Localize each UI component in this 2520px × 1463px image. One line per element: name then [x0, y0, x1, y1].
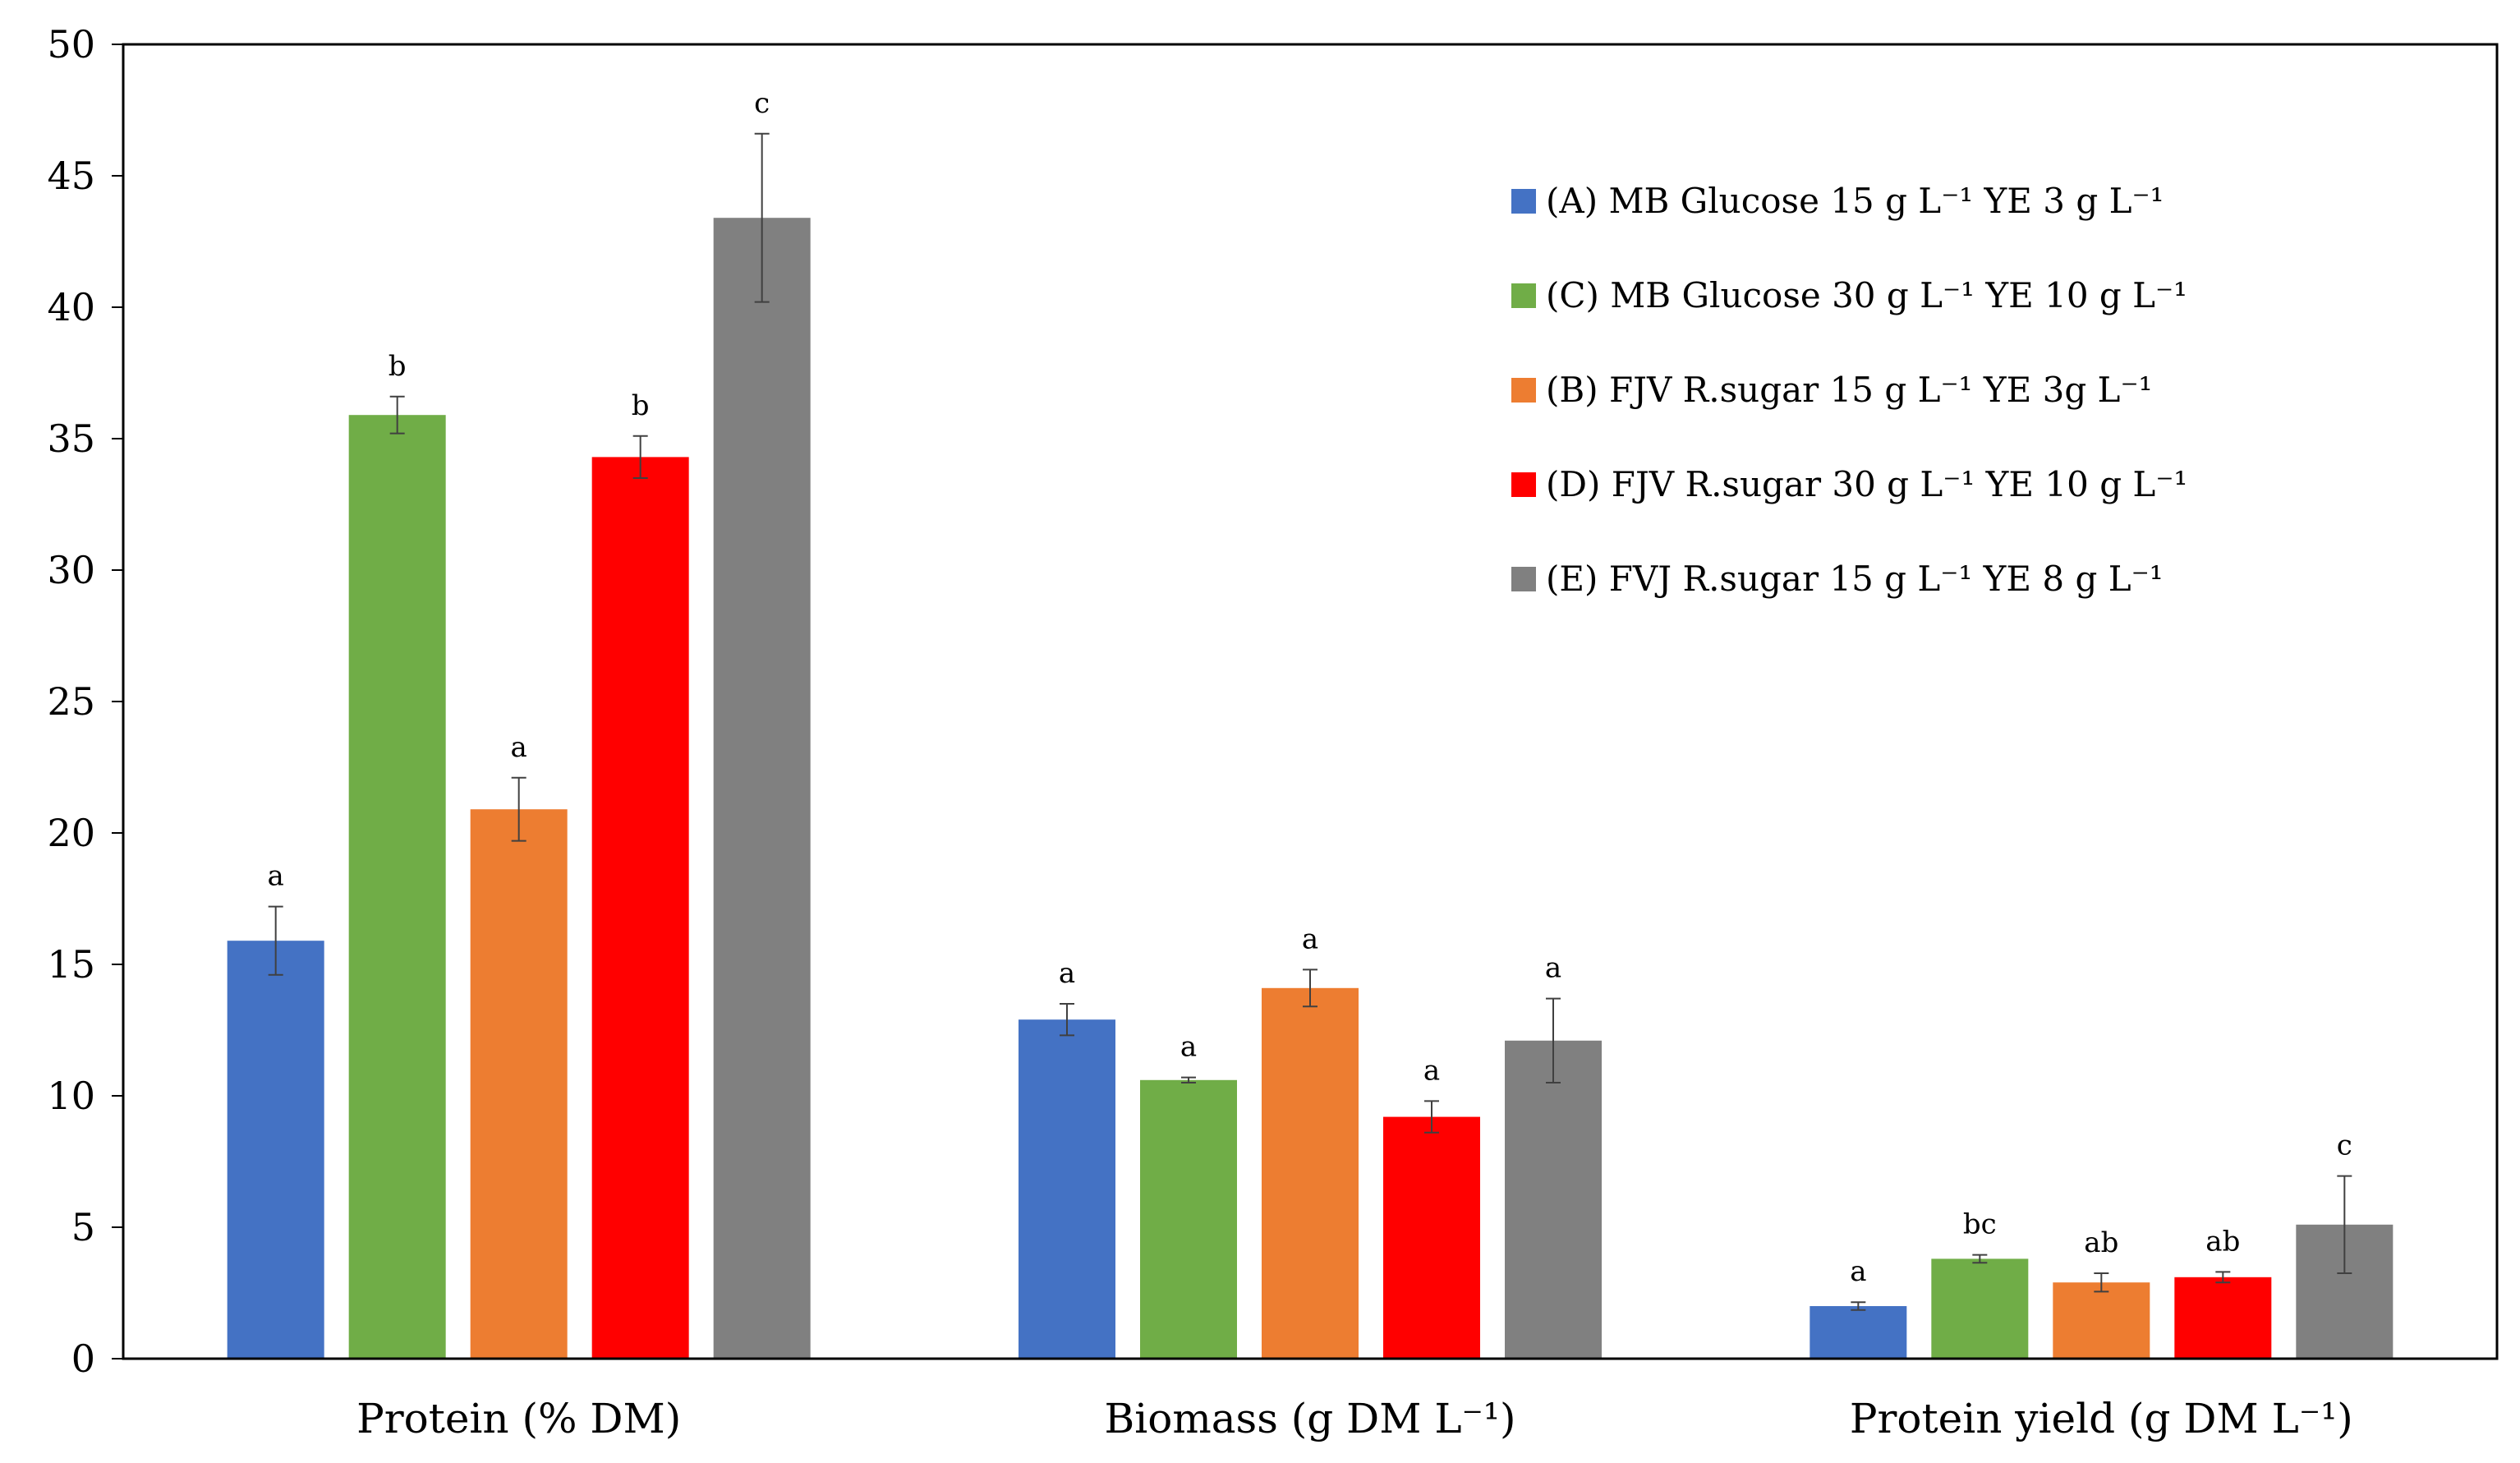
y-axis: 0 5 10 15 20 25 30 35 40 45 50 — [47, 22, 123, 1381]
y-tick-label: 25 — [47, 679, 95, 724]
y-tick-label: 50 — [47, 22, 95, 67]
bar — [1931, 1258, 2029, 1359]
y-tick-label: 15 — [47, 942, 95, 987]
y-tick-label: 30 — [47, 548, 95, 592]
x-category-label: Biomass (g DM L⁻¹) — [1104, 1395, 1515, 1442]
bar — [1262, 987, 1359, 1359]
x-category-label: Protein (% DM) — [356, 1395, 681, 1442]
bar — [1505, 1040, 1602, 1359]
y-tick-label: 35 — [47, 416, 95, 461]
legend-label: (B) FJV R.sugar 15 g L⁻¹ YE 3g L⁻¹ — [1546, 370, 2152, 410]
legend-label: (C) MB Glucose 30 g L⁻¹ YE 10 g L⁻¹ — [1546, 275, 2187, 315]
significance-letter: b — [389, 350, 407, 383]
significance-letter: a — [1545, 952, 1561, 985]
significance-letter: a — [1180, 1031, 1197, 1064]
significance-letter: bc — [1963, 1208, 1997, 1241]
legend-swatch — [1511, 189, 1536, 214]
significance-letter: c — [2337, 1129, 2352, 1162]
significance-letter: a — [268, 860, 284, 893]
y-tick-label: 5 — [71, 1205, 95, 1249]
bar — [1019, 1019, 1115, 1359]
x-axis: Protein (% DM) Biomass (g DM L⁻¹) Protein … — [356, 1395, 2353, 1442]
y-tick-label: 20 — [47, 811, 95, 855]
bar — [2053, 1282, 2150, 1359]
bar — [713, 218, 811, 1359]
bar — [348, 415, 446, 1359]
legend: (A) MB Glucose 15 g L⁻¹ YE 3 g L⁻¹ (C) MB… — [1511, 181, 2187, 599]
significance-letter: a — [1423, 1054, 1440, 1087]
legend-swatch — [1511, 378, 1536, 403]
bar — [1140, 1079, 1237, 1359]
error-bar-group — [268, 132, 2352, 1311]
legend-label: (D) FJV R.sugar 30 g L⁻¹ YE 10 g L⁻¹ — [1546, 464, 2187, 504]
significance-letter: a — [1302, 922, 1318, 955]
bar-series-group — [227, 218, 2394, 1359]
legend-swatch — [1511, 472, 1536, 497]
plot-frame — [122, 43, 2499, 1360]
significance-letter: b — [632, 389, 650, 422]
legend-swatch — [1511, 283, 1536, 308]
legend-swatch — [1511, 567, 1536, 591]
significance-letter: ab — [2205, 1225, 2240, 1258]
bar — [470, 809, 568, 1359]
significance-letter: c — [754, 87, 770, 120]
x-category-label: Protein yield (g DM L⁻¹) — [1850, 1395, 2353, 1442]
legend-label: (A) MB Glucose 15 g L⁻¹ YE 3 g L⁻¹ — [1546, 181, 2164, 221]
significance-letter: a — [511, 731, 527, 764]
bar — [591, 457, 689, 1359]
bar — [2174, 1277, 2272, 1359]
significance-letter: a — [1850, 1255, 1866, 1288]
y-tick-label: 40 — [47, 285, 95, 329]
y-tick-label: 0 — [71, 1336, 95, 1381]
significance-letter: ab — [2084, 1226, 2118, 1259]
significance-letter: a — [1059, 957, 1075, 990]
bar — [227, 941, 324, 1359]
bar — [1383, 1116, 1480, 1359]
legend-label: (E) FVJ R.sugar 15 g L⁻¹ YE 8 g L⁻¹ — [1546, 559, 2164, 599]
y-tick-label: 10 — [47, 1074, 95, 1118]
y-tick-label: 45 — [47, 154, 95, 198]
bar — [1810, 1306, 1907, 1359]
